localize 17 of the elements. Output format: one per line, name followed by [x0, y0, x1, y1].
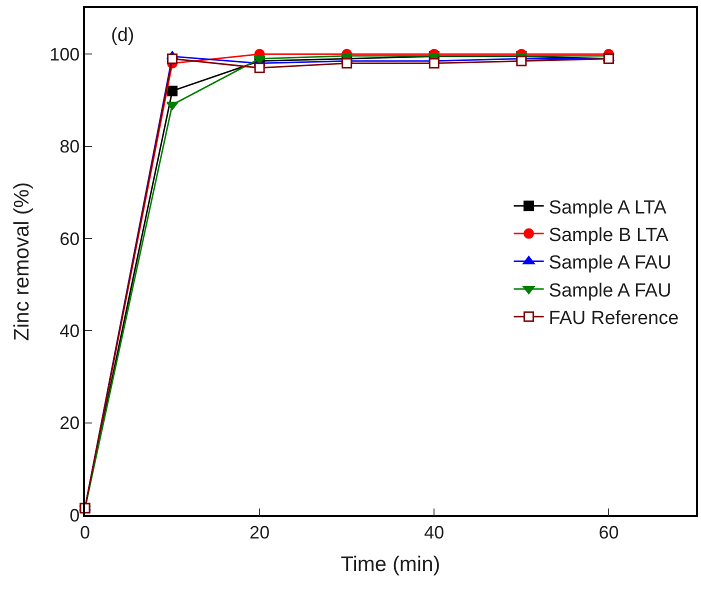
y-tick-label: 60: [60, 228, 80, 249]
annotation: (d): [111, 25, 134, 46]
x-tick-label: 40: [424, 522, 444, 542]
y-tick-label: 80: [60, 136, 80, 157]
legend-label: Sample B LTA: [548, 224, 669, 246]
x-axis-title: Time (min): [340, 553, 440, 576]
y-tick-label: 40: [60, 320, 80, 341]
y-tick-label: 0: [70, 505, 80, 526]
x-tick-label: 60: [598, 522, 619, 542]
legend-label: FAU Reference: [548, 308, 679, 330]
y-tick-label: 20: [60, 413, 80, 434]
legend-label: Sample A FAU: [548, 252, 672, 274]
legend-label: Sample A LTA: [548, 197, 667, 218]
legend-label: Sample A FAU: [548, 280, 672, 302]
y-tick-label: 100: [50, 44, 80, 64]
x-tick-label: 20: [250, 522, 270, 542]
y-axis-title: Zinc removal (%): [10, 182, 34, 341]
